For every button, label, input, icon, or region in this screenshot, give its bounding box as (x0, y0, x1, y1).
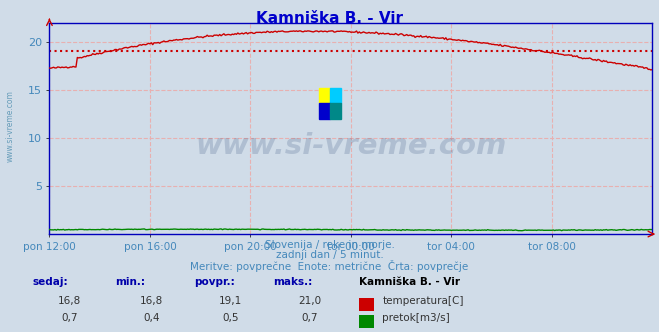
Text: Slovenija / reke in morje.: Slovenija / reke in morje. (264, 240, 395, 250)
Bar (330, 88, 341, 103)
Text: temperatura[C]: temperatura[C] (382, 296, 464, 306)
Text: 21,0: 21,0 (298, 296, 322, 306)
Text: 0,7: 0,7 (301, 313, 318, 323)
Bar (319, 88, 330, 103)
Text: www.si-vreme.com: www.si-vreme.com (195, 131, 507, 159)
Bar (330, 103, 341, 119)
Text: 0,5: 0,5 (222, 313, 239, 323)
Bar (319, 103, 330, 119)
Text: Kamniška B. - Vir: Kamniška B. - Vir (256, 11, 403, 26)
Text: min.:: min.: (115, 277, 146, 287)
Text: 16,8: 16,8 (140, 296, 163, 306)
Text: pretok[m3/s]: pretok[m3/s] (382, 313, 450, 323)
Text: sedaj:: sedaj: (33, 277, 69, 287)
Text: maks.:: maks.: (273, 277, 313, 287)
Text: 19,1: 19,1 (219, 296, 243, 306)
Text: 0,7: 0,7 (61, 313, 78, 323)
Text: 16,8: 16,8 (57, 296, 81, 306)
Text: Kamniška B. - Vir: Kamniška B. - Vir (359, 277, 460, 287)
Text: www.si-vreme.com: www.si-vreme.com (5, 90, 14, 162)
Text: povpr.:: povpr.: (194, 277, 235, 287)
Text: zadnji dan / 5 minut.: zadnji dan / 5 minut. (275, 250, 384, 260)
Text: 0,4: 0,4 (143, 313, 160, 323)
Text: Meritve: povprečne  Enote: metrične  Črta: povprečje: Meritve: povprečne Enote: metrične Črta:… (190, 260, 469, 272)
